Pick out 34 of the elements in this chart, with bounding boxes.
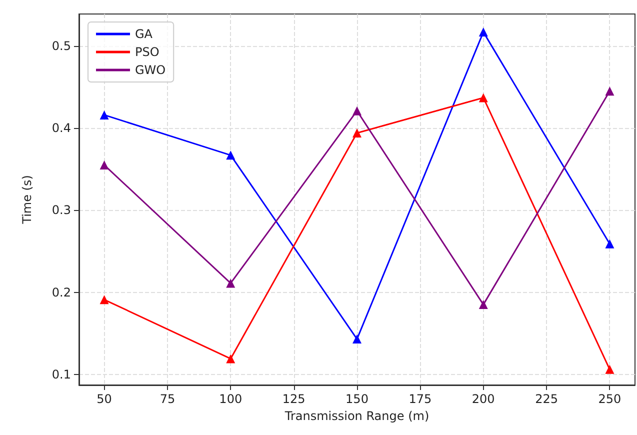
point xyxy=(478,300,488,310)
point xyxy=(226,278,236,288)
legend-label: GA xyxy=(135,27,154,41)
y-tick-label: 0.2 xyxy=(52,285,71,300)
x-tick-label: 150 xyxy=(346,392,368,406)
y-tick-label: 0.4 xyxy=(52,121,71,136)
point xyxy=(605,239,614,248)
x-tick-label: 100 xyxy=(219,392,242,406)
point xyxy=(352,106,362,116)
legend-label: GWO xyxy=(135,63,166,77)
point xyxy=(100,295,109,304)
point xyxy=(478,93,488,102)
x-tick-label: 175 xyxy=(408,392,432,406)
y-tick-label: 0.5 xyxy=(52,39,71,54)
x-tick-label: 225 xyxy=(535,392,558,406)
x-tick-label: 50 xyxy=(96,392,112,406)
x-tick-label: 250 xyxy=(598,392,622,406)
y-tick-label: 0.1 xyxy=(52,367,71,382)
y-tick-label: 0.3 xyxy=(52,203,71,218)
point xyxy=(352,334,362,344)
x-axis-title: Transmission Range (m) xyxy=(284,408,430,423)
point xyxy=(605,364,614,374)
y-axis-title: Time (s) xyxy=(20,175,34,225)
point xyxy=(100,160,109,170)
x-tick-label: 75 xyxy=(160,392,176,406)
point xyxy=(352,128,362,138)
point xyxy=(226,354,236,364)
x-tick-label: 125 xyxy=(282,392,306,406)
point xyxy=(100,110,109,120)
x-tick-label: 200 xyxy=(472,392,495,406)
legend-label: PSO xyxy=(135,45,160,59)
point xyxy=(226,150,236,160)
point xyxy=(478,28,488,37)
point xyxy=(605,86,614,96)
